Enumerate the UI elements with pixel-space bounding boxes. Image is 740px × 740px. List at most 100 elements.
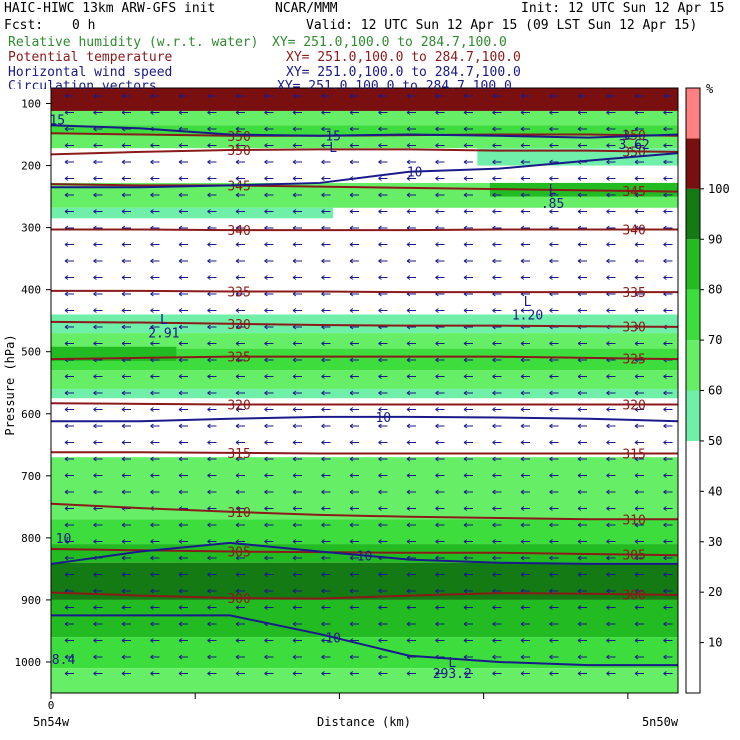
- vector-arrow: [549, 242, 559, 247]
- vector-arrow: [121, 638, 131, 643]
- vector-arrow: [492, 209, 502, 214]
- vector-arrow: [64, 440, 74, 445]
- vector-arrow: [663, 506, 673, 511]
- vector-arrow: [463, 588, 473, 594]
- vector-arrow: [435, 456, 445, 462]
- vector-arrow: [634, 423, 644, 429]
- vector-arrow: [663, 308, 673, 313]
- annotation: L: [160, 313, 168, 328]
- vector-arrow: [634, 588, 644, 594]
- y-tick-label: 100: [21, 98, 41, 111]
- vector-arrow: [292, 671, 302, 676]
- vector-arrow: [378, 489, 388, 495]
- vector-arrow: [634, 456, 644, 462]
- vector-arrow: [577, 242, 587, 247]
- vector-arrow: [292, 258, 302, 264]
- vector-arrow: [492, 539, 502, 544]
- vector-arrow: [292, 456, 302, 462]
- vector-arrow: [463, 126, 473, 132]
- theta-contour-label: 300: [622, 588, 645, 603]
- vector-arrow: [121, 621, 131, 627]
- vector-arrow: [406, 143, 416, 148]
- vector-arrow: [150, 654, 160, 660]
- vector-arrow: [406, 473, 416, 478]
- rh-band: [51, 637, 678, 669]
- vector-arrow: [121, 671, 131, 676]
- vector-arrow: [634, 440, 644, 445]
- legend-wind-name: Horizontal wind speed: [8, 65, 173, 80]
- wind-contour-label: 10: [357, 550, 373, 565]
- vector-arrow: [64, 407, 74, 412]
- vector-arrow: [93, 308, 103, 313]
- vector-arrow: [349, 93, 359, 99]
- vector-arrow: [663, 341, 673, 346]
- vector-arrow: [606, 423, 616, 429]
- vector-arrow: [207, 654, 217, 660]
- theta-contour-label: 335: [227, 286, 250, 301]
- vector-arrow: [606, 143, 616, 148]
- theta-contour-label: 330: [227, 318, 250, 333]
- vector-arrow: [207, 159, 217, 165]
- vector-arrow: [93, 192, 103, 198]
- vector-arrow: [549, 605, 559, 610]
- vector-arrow: [321, 192, 331, 198]
- vector-arrow: [292, 176, 302, 181]
- vector-arrow: [349, 440, 359, 445]
- vector-arrow: [178, 341, 188, 346]
- vector-arrow: [549, 473, 559, 478]
- vector-arrow: [264, 506, 274, 511]
- vector-arrow: [321, 209, 331, 214]
- vector-arrow: [492, 671, 502, 676]
- vector-arrow: [463, 110, 473, 115]
- vector-arrow: [492, 440, 502, 445]
- vector-arrow: [577, 572, 587, 577]
- vector-arrow: [121, 390, 131, 396]
- vector-arrow: [178, 555, 188, 561]
- vector-arrow: [235, 110, 245, 115]
- vector-arrow: [321, 489, 331, 495]
- vector-arrow: [634, 159, 644, 165]
- vector-arrow: [492, 489, 502, 495]
- vector-arrow: [634, 341, 644, 346]
- vector-arrow: [178, 588, 188, 594]
- vector-arrow: [663, 539, 673, 544]
- vector-arrow: [520, 209, 530, 214]
- vector-arrow: [406, 440, 416, 445]
- vector-arrow: [606, 308, 616, 313]
- vector-arrow: [264, 209, 274, 214]
- vector-arrow: [207, 324, 217, 330]
- legend-theta-xy: XY= 251.0,100.0 to 284.7,100.0: [286, 50, 521, 65]
- vector-arrow: [606, 126, 616, 132]
- vector-arrow: [292, 374, 302, 379]
- vector-arrow: [463, 176, 473, 181]
- vector-arrow: [150, 242, 160, 247]
- vector-arrow: [520, 308, 530, 313]
- vector-arrow: [634, 209, 644, 214]
- vector-arrow: [663, 93, 673, 99]
- vector-arrow: [264, 159, 274, 165]
- vector-arrow: [178, 159, 188, 165]
- x-axis-label: Distance (km): [317, 715, 411, 729]
- vector-arrow: [321, 638, 331, 643]
- vector-arrow: [406, 209, 416, 214]
- vector-arrow: [435, 539, 445, 544]
- vector-arrow: [150, 192, 160, 198]
- vector-arrow: [378, 423, 388, 429]
- rh-band: [51, 348, 678, 371]
- vector-arrow: [606, 456, 616, 462]
- vector-arrow: [549, 456, 559, 462]
- vector-arrow: [64, 489, 74, 495]
- vector-arrow: [349, 390, 359, 396]
- vector-arrow: [93, 242, 103, 247]
- vector-arrow: [634, 192, 644, 198]
- vector-arrow: [321, 176, 331, 181]
- vector-arrow: [492, 522, 502, 528]
- vector-arrow: [235, 324, 245, 330]
- vector-arrow: [406, 638, 416, 643]
- vector-arrow: [663, 440, 673, 445]
- theta-contour-line: [51, 451, 678, 455]
- vector-arrow: [549, 522, 559, 528]
- vector-arrow: [93, 407, 103, 412]
